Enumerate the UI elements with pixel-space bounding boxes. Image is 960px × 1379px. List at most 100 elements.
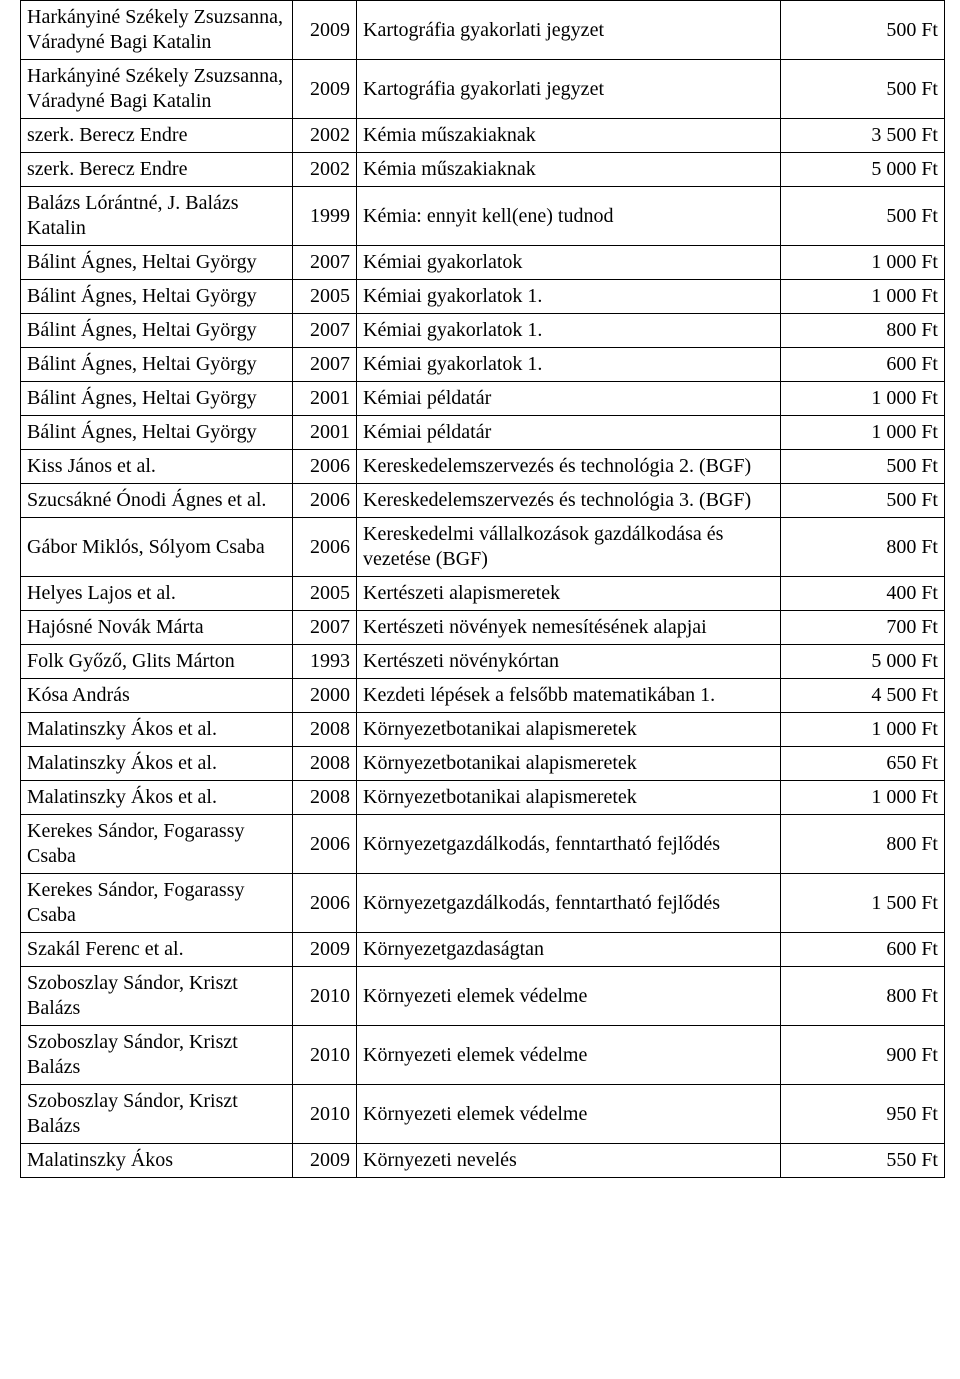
- author-cell: Kósa András: [21, 679, 293, 713]
- table-row: Helyes Lajos et al.2005Kertészeti alapis…: [21, 577, 945, 611]
- year-cell: 2008: [293, 781, 357, 815]
- year-cell: 2009: [293, 60, 357, 119]
- author-cell: Gábor Miklós, Sólyom Csaba: [21, 518, 293, 577]
- price-cell: 500 Ft: [781, 450, 945, 484]
- title-cell: Kémiai példatár: [357, 382, 781, 416]
- price-cell: 1 000 Ft: [781, 280, 945, 314]
- table-row: szerk. Berecz Endre2002Kémia műszakiakna…: [21, 119, 945, 153]
- year-cell: 2008: [293, 713, 357, 747]
- year-cell: 2006: [293, 450, 357, 484]
- author-cell: Malatinszky Ákos: [21, 1144, 293, 1178]
- price-cell: 500 Ft: [781, 1, 945, 60]
- year-cell: 2009: [293, 1144, 357, 1178]
- author-cell: Kiss János et al.: [21, 450, 293, 484]
- author-cell: Bálint Ágnes, Heltai György: [21, 314, 293, 348]
- author-cell: Szucsákné Ónodi Ágnes et al.: [21, 484, 293, 518]
- author-cell: Malatinszky Ákos et al.: [21, 713, 293, 747]
- price-cell: 1 000 Ft: [781, 382, 945, 416]
- title-cell: Kereskedelemszervezés és technológia 2. …: [357, 450, 781, 484]
- table-row: Kiss János et al.2006Kereskedelemszervez…: [21, 450, 945, 484]
- author-cell: Malatinszky Ákos et al.: [21, 747, 293, 781]
- author-cell: Harkányiné Székely Zsuzsanna, Váradyné B…: [21, 60, 293, 119]
- title-cell: Kémiai gyakorlatok: [357, 246, 781, 280]
- author-cell: Bálint Ágnes, Heltai György: [21, 382, 293, 416]
- title-cell: Környezetbotanikai alapismeretek: [357, 747, 781, 781]
- year-cell: 2010: [293, 1026, 357, 1085]
- table-row: Szucsákné Ónodi Ágnes et al.2006Keresked…: [21, 484, 945, 518]
- title-cell: Környezetbotanikai alapismeretek: [357, 781, 781, 815]
- author-cell: szerk. Berecz Endre: [21, 153, 293, 187]
- title-cell: Kezdeti lépések a felsőbb matematikában …: [357, 679, 781, 713]
- year-cell: 2007: [293, 348, 357, 382]
- year-cell: 2005: [293, 280, 357, 314]
- title-cell: Környezetgazdálkodás, fenntartható fejlő…: [357, 874, 781, 933]
- price-cell: 800 Ft: [781, 518, 945, 577]
- table-row: Bálint Ágnes, Heltai György2007Kémiai gy…: [21, 314, 945, 348]
- price-cell: 4 500 Ft: [781, 679, 945, 713]
- year-cell: 2005: [293, 577, 357, 611]
- table-row: Bálint Ágnes, Heltai György2001Kémiai pé…: [21, 416, 945, 450]
- author-cell: Szoboszlay Sándor, Kriszt Balázs: [21, 1085, 293, 1144]
- table-row: Kósa András2000Kezdeti lépések a felsőbb…: [21, 679, 945, 713]
- author-cell: Harkányiné Székely Zsuzsanna, Váradyné B…: [21, 1, 293, 60]
- year-cell: 1993: [293, 645, 357, 679]
- year-cell: 1999: [293, 187, 357, 246]
- price-cell: 5 000 Ft: [781, 153, 945, 187]
- table-row: Szoboszlay Sándor, Kriszt Balázs2010Körn…: [21, 1026, 945, 1085]
- price-cell: 900 Ft: [781, 1026, 945, 1085]
- title-cell: Környezeti nevelés: [357, 1144, 781, 1178]
- table-row: Kerekes Sándor, Fogarassy Csaba2006Körny…: [21, 874, 945, 933]
- table-row: szerk. Berecz Endre2002Kémia műszakiakna…: [21, 153, 945, 187]
- title-cell: Kémiai példatár: [357, 416, 781, 450]
- table-row: Folk Győző, Glits Márton1993Kertészeti n…: [21, 645, 945, 679]
- table-row: Szakál Ferenc et al.2009Környezetgazdasá…: [21, 933, 945, 967]
- title-cell: Kertészeti alapismeretek: [357, 577, 781, 611]
- table-row: Malatinszky Ákos et al.2008Környezetbota…: [21, 747, 945, 781]
- author-cell: Kerekes Sándor, Fogarassy Csaba: [21, 815, 293, 874]
- table-row: Kerekes Sándor, Fogarassy Csaba2006Körny…: [21, 815, 945, 874]
- title-cell: Kémiai gyakorlatok 1.: [357, 348, 781, 382]
- title-cell: Környezetgazdaságtan: [357, 933, 781, 967]
- author-cell: Folk Győző, Glits Márton: [21, 645, 293, 679]
- year-cell: 2010: [293, 1085, 357, 1144]
- author-cell: Hajósné Novák Márta: [21, 611, 293, 645]
- table-row: Bálint Ágnes, Heltai György2007Kémiai gy…: [21, 246, 945, 280]
- price-cell: 3 500 Ft: [781, 119, 945, 153]
- table-row: Szoboszlay Sándor, Kriszt Balázs2010Körn…: [21, 1085, 945, 1144]
- title-cell: Kartográfia gyakorlati jegyzet: [357, 1, 781, 60]
- price-cell: 1 000 Ft: [781, 781, 945, 815]
- year-cell: 2000: [293, 679, 357, 713]
- title-cell: Kereskedelmi vállalkozások gazdálkodása …: [357, 518, 781, 577]
- year-cell: 2010: [293, 967, 357, 1026]
- table-row: Szoboszlay Sándor, Kriszt Balázs2010Körn…: [21, 967, 945, 1026]
- title-cell: Kémiai gyakorlatok 1.: [357, 314, 781, 348]
- table-row: Balázs Lórántné, J. Balázs Katalin1999Ké…: [21, 187, 945, 246]
- author-cell: Bálint Ágnes, Heltai György: [21, 416, 293, 450]
- title-cell: Környezeti elemek védelme: [357, 1026, 781, 1085]
- price-cell: 1 000 Ft: [781, 713, 945, 747]
- price-cell: 600 Ft: [781, 348, 945, 382]
- author-cell: Kerekes Sándor, Fogarassy Csaba: [21, 874, 293, 933]
- price-cell: 950 Ft: [781, 1085, 945, 1144]
- year-cell: 2001: [293, 382, 357, 416]
- price-cell: 800 Ft: [781, 314, 945, 348]
- table-row: Gábor Miklós, Sólyom Csaba2006Kereskedel…: [21, 518, 945, 577]
- price-cell: 600 Ft: [781, 933, 945, 967]
- price-cell: 800 Ft: [781, 815, 945, 874]
- title-cell: Kereskedelemszervezés és technológia 3. …: [357, 484, 781, 518]
- title-cell: Környezetgazdálkodás, fenntartható fejlő…: [357, 815, 781, 874]
- price-cell: 5 000 Ft: [781, 645, 945, 679]
- price-cell: 700 Ft: [781, 611, 945, 645]
- table-row: Harkányiné Székely Zsuzsanna, Váradyné B…: [21, 60, 945, 119]
- year-cell: 2006: [293, 518, 357, 577]
- title-cell: Környezetbotanikai alapismeretek: [357, 713, 781, 747]
- book-price-table: Harkányiné Székely Zsuzsanna, Váradyné B…: [20, 0, 945, 1178]
- year-cell: 2002: [293, 119, 357, 153]
- year-cell: 2007: [293, 611, 357, 645]
- price-cell: 1 000 Ft: [781, 416, 945, 450]
- year-cell: 2009: [293, 933, 357, 967]
- table-row: Malatinszky Ákos2009Környezeti nevelés55…: [21, 1144, 945, 1178]
- table-row: Malatinszky Ákos et al.2008Környezetbota…: [21, 781, 945, 815]
- author-cell: Balázs Lórántné, J. Balázs Katalin: [21, 187, 293, 246]
- year-cell: 2009: [293, 1, 357, 60]
